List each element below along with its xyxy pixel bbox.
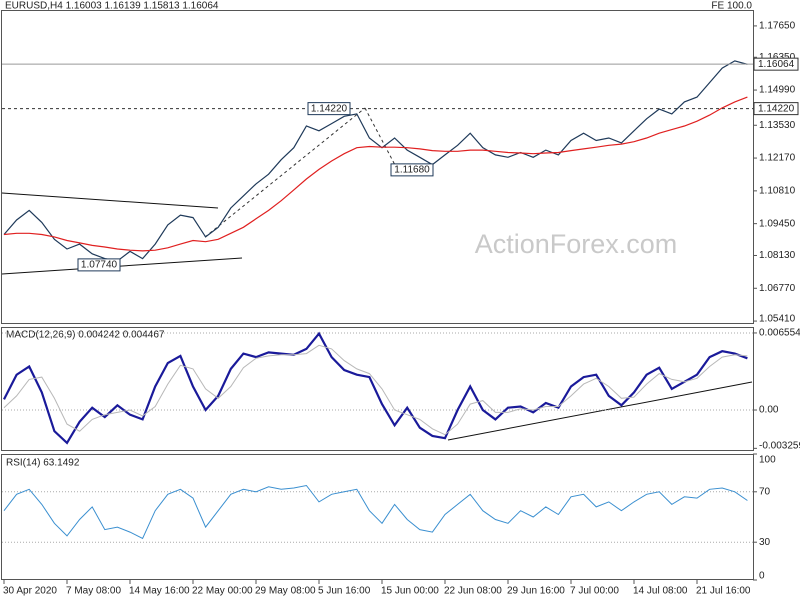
x-tick-label: 7 Jul 00:00 — [570, 586, 619, 597]
level-box — [390, 163, 434, 177]
macd-title: MACD(12,26,9) 0.004242 0.004467 — [6, 330, 165, 341]
price-label: 1.14220 — [758, 103, 795, 114]
y-tick-label: 30 — [759, 537, 771, 548]
rsi-panel — [1, 454, 754, 580]
y-tick-label: 1.08130 — [759, 250, 796, 261]
level-label: 1.14220 — [311, 103, 348, 114]
trendline — [1, 192, 219, 209]
x-tick-label: 14 Jul 08:00 — [633, 586, 688, 597]
y-tick-label: -0.003259 — [759, 441, 800, 452]
y-tick-label: 1.10810 — [759, 185, 796, 196]
price-label: 1.16064 — [758, 59, 795, 70]
y-tick-label: 70 — [759, 486, 771, 497]
trendline — [364, 107, 396, 166]
x-tick-label: 14 May 16:00 — [129, 586, 190, 597]
y-tick-label: 0 — [759, 571, 765, 582]
series-line — [3, 484, 748, 540]
trendline — [204, 107, 366, 238]
y-tick-label: 0.00 — [759, 405, 779, 416]
macd-panel — [1, 327, 754, 451]
price-box — [753, 57, 799, 71]
y-tick-label: 1.06770 — [759, 283, 796, 294]
level-box — [307, 102, 351, 116]
price-title: EURUSD,H4 1.16003 1.16139 1.15813 1.1606… — [5, 1, 219, 12]
trendline — [447, 381, 753, 441]
price-box — [753, 102, 799, 116]
y-tick-label: 1.17650 — [759, 21, 796, 32]
y-tick-label: 1.14990 — [759, 85, 796, 96]
y-tick-label: 1.09450 — [759, 218, 796, 229]
series-line — [3, 60, 748, 262]
level-label: 1.07740 — [81, 260, 118, 271]
x-tick-label: 5 Jun 16:00 — [318, 586, 371, 597]
y-tick-label: 0.006554 — [759, 328, 800, 339]
x-tick-label: 15 Jun 00:00 — [381, 586, 439, 597]
x-tick-label: 22 May 00:00 — [192, 586, 253, 597]
level-label: 1.11680 — [394, 165, 430, 176]
x-tick-label: 7 May 08:00 — [66, 586, 121, 597]
rsi-title: RSI(14) 63.1492 — [6, 458, 80, 469]
series-line — [3, 96, 748, 252]
x-tick-label: 21 Jul 16:00 — [696, 586, 751, 597]
y-tick-label: 100 — [759, 455, 776, 466]
y-tick-label: 1.05410 — [759, 314, 796, 325]
y-tick-label: 1.16350 — [759, 52, 796, 63]
x-tick-label: 30 Apr 2020 — [3, 586, 57, 597]
level-box — [77, 258, 121, 272]
watermark: ActionForex.com — [475, 229, 678, 259]
series-line — [3, 344, 748, 436]
series-line — [3, 331, 748, 445]
x-tick-label: 29 Jun 16:00 — [507, 586, 565, 597]
x-tick-label: 22 Jun 08:00 — [444, 586, 502, 597]
fe-label: FE 100.0 — [711, 1, 752, 12]
x-tick-label: 29 May 08:00 — [255, 586, 316, 597]
trendline — [1, 257, 243, 275]
y-tick-label: 1.13530 — [759, 120, 796, 131]
y-tick-label: 1.12170 — [759, 153, 796, 164]
price-panel — [1, 10, 754, 324]
